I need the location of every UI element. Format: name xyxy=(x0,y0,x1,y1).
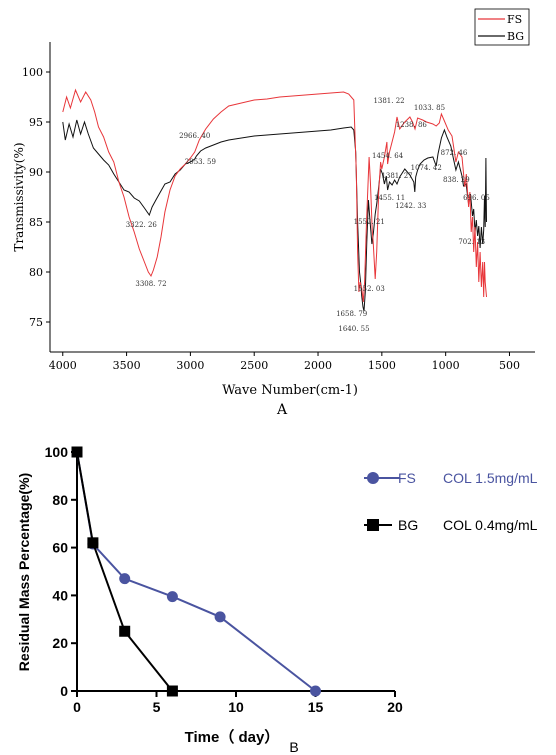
a-peak-label: 1074. 42 xyxy=(411,164,442,172)
b-x-tick-label: 10 xyxy=(228,699,244,715)
ftir-chart: 75 80 85 90 95 100 4000 3500 3000 2500 2000 1500 10… xyxy=(12,8,535,418)
a-peak-label: 838. 29 xyxy=(443,176,470,184)
a-legend-label-bg: BG xyxy=(507,30,524,43)
a-x-tick-label: 2000 xyxy=(304,359,332,372)
b-y-tick-label: 40 xyxy=(52,587,68,603)
a-peak-label: 872. 46 xyxy=(441,149,468,157)
b-point-fs xyxy=(214,611,226,623)
a-y-tick-label: 85 xyxy=(29,216,43,229)
b-x-tick-label: 0 xyxy=(73,699,81,715)
b-legend-name-fs: FS xyxy=(398,470,416,486)
b-series-line-fs xyxy=(76,451,317,692)
b-point-fs xyxy=(310,685,321,697)
a-y-tick-label: 95 xyxy=(29,116,43,129)
a-peak-label: 1033. 85 xyxy=(414,104,445,112)
a-peak-label: 3322. 26 xyxy=(126,221,158,229)
a-x-tick-label: 1000 xyxy=(432,359,460,372)
a-peak-label: 696. 05 xyxy=(463,194,490,202)
b-legend-desc-fs: COL 1.5mg/mL xyxy=(443,470,538,486)
a-legend-box xyxy=(474,8,530,46)
mass-chart: 0 20 40 60 80 100 0 5 10 15 20 Residual Mass Perc… xyxy=(16,444,538,755)
b-point-bg xyxy=(71,446,83,458)
b-y-tick-label: 80 xyxy=(52,492,68,508)
b-point-bg xyxy=(87,537,99,549)
a-series-line-bg xyxy=(62,119,487,312)
b-x-tick-label: 15 xyxy=(308,699,324,715)
b-y-tick-label: 0 xyxy=(60,683,68,699)
a-panel-label: A xyxy=(276,402,288,418)
a-peak-label: 1552. 03 xyxy=(354,285,385,293)
a-series-line-fs xyxy=(62,88,487,303)
a-peak-label: 1640. 55 xyxy=(338,325,369,333)
a-peak-label: 1381. 22 xyxy=(373,97,404,105)
a-x-tick-label: 3500 xyxy=(113,359,141,372)
a-x-tick-label: 3000 xyxy=(176,359,204,372)
b-y-tick-label: 100 xyxy=(45,444,69,460)
a-x-tick-label: 1500 xyxy=(368,359,396,372)
a-x-tick-label: 4000 xyxy=(49,359,77,372)
b-legend-marker-fs xyxy=(367,472,379,484)
b-point-fs xyxy=(166,591,178,603)
b-panel-label: B xyxy=(289,739,298,755)
a-peak-label: 1454. 64 xyxy=(372,152,404,160)
a-peak-label: 1455. 11 xyxy=(374,194,405,202)
b-x-axis-label: Time（ day） xyxy=(185,728,280,746)
a-peak-label: 1381. 27 xyxy=(381,172,412,180)
b-y-tick-label: 20 xyxy=(52,635,68,651)
b-x-tick-label: 5 xyxy=(153,699,161,715)
a-peak-label: 702. 13 xyxy=(458,238,485,246)
a-y-axis-label: Transmissivity(%) xyxy=(12,142,26,251)
a-y-tick-label: 80 xyxy=(29,266,43,279)
a-x-tick-label: 2500 xyxy=(240,359,268,372)
a-y-tick-label: 100 xyxy=(22,66,43,79)
a-peak-label: 3308. 72 xyxy=(135,280,166,288)
b-legend-marker-bg xyxy=(367,519,379,531)
a-peak-label: 2966. 40 xyxy=(179,132,210,140)
a-peak-label: 2953. 59 xyxy=(185,158,216,166)
a-x-tick-label: 500 xyxy=(499,359,520,372)
b-legend-desc-bg: COL 0.4mg/mL xyxy=(443,517,538,533)
b-y-axis-label: Residual Mass Percentage(%) xyxy=(16,473,32,671)
a-peak-label: 1238. 86 xyxy=(396,121,428,129)
b-series-line-bg xyxy=(76,451,174,692)
a-x-axis-label: Wave Number(cm-1) xyxy=(222,383,358,398)
b-point-bg xyxy=(166,685,178,697)
b-point-bg xyxy=(119,625,131,637)
b-legend-name-bg: BG xyxy=(398,517,418,533)
a-peak-label: 1658. 79 xyxy=(336,310,367,318)
b-point-fs xyxy=(119,573,131,585)
b-x-tick-label: 20 xyxy=(387,699,403,715)
a-y-tick-label: 90 xyxy=(29,166,43,179)
b-y-tick-label: 60 xyxy=(52,540,68,556)
a-peak-label: 1242. 33 xyxy=(395,202,426,210)
a-peak-label: 1552. 21 xyxy=(354,218,385,226)
a-legend-label-fs: FS xyxy=(507,13,522,26)
a-y-tick-label: 75 xyxy=(29,316,43,329)
